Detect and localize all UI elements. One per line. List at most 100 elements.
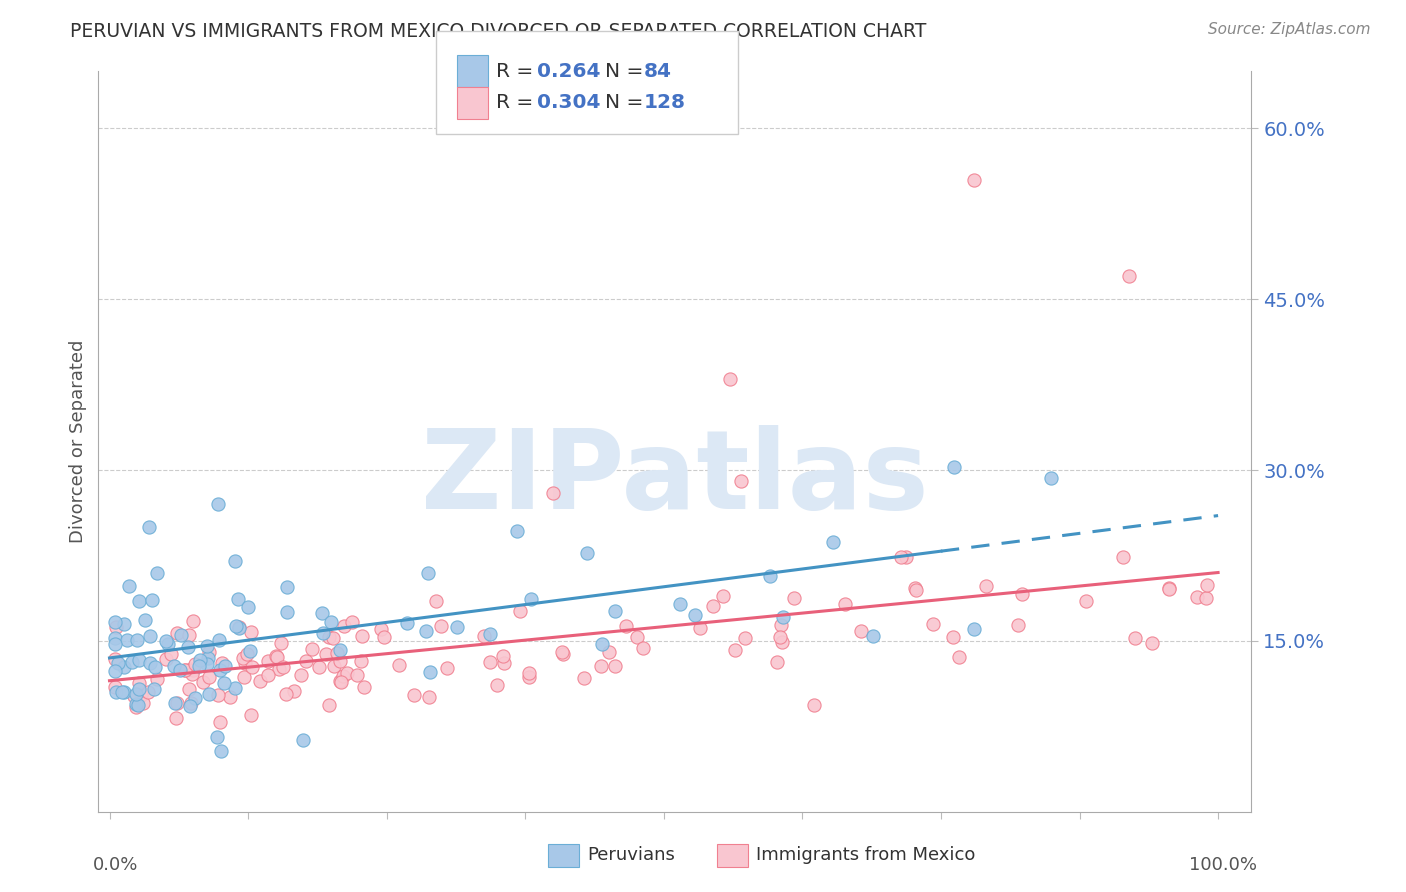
Point	[896, 550, 918, 565]
Point	[889, 550, 911, 565]
Point	[541, 485, 564, 500]
Point	[332, 669, 354, 683]
Text: 128: 128	[644, 93, 686, 112]
Point	[276, 580, 298, 594]
Point	[963, 172, 986, 186]
Point	[226, 592, 249, 607]
Point	[228, 620, 250, 634]
Point	[166, 696, 188, 710]
Point	[146, 672, 169, 686]
Point	[270, 636, 292, 650]
Point	[834, 597, 856, 611]
Point	[104, 615, 127, 629]
Point	[128, 676, 150, 690]
Point	[759, 568, 782, 582]
Point	[614, 619, 637, 633]
Point	[492, 656, 515, 670]
Point	[1040, 471, 1063, 485]
Point	[208, 715, 231, 730]
Point	[1118, 269, 1140, 284]
Point	[301, 641, 323, 656]
Point	[132, 696, 155, 710]
Point	[734, 631, 756, 645]
Point	[236, 647, 259, 661]
Point	[197, 687, 219, 701]
Point	[257, 654, 280, 668]
Point	[105, 620, 128, 634]
Point	[143, 682, 166, 697]
Point	[179, 698, 201, 713]
Point	[198, 670, 221, 684]
Point	[1195, 578, 1218, 592]
Point	[127, 698, 149, 713]
Point	[207, 688, 229, 702]
Text: 0.0%: 0.0%	[93, 856, 138, 874]
Point	[821, 534, 844, 549]
Point	[446, 620, 468, 634]
Point	[128, 652, 150, 666]
Point	[274, 687, 297, 701]
Point	[1111, 550, 1133, 565]
Point	[112, 617, 135, 632]
Point	[329, 674, 352, 689]
Point	[129, 688, 152, 702]
Point	[184, 691, 207, 706]
Point	[124, 689, 146, 703]
Point	[1007, 618, 1029, 632]
Point	[181, 666, 204, 681]
Point	[136, 684, 159, 698]
Point	[198, 645, 221, 659]
Point	[104, 665, 127, 679]
Point	[276, 605, 298, 619]
Point	[718, 372, 741, 386]
Point	[683, 608, 706, 623]
Point	[104, 680, 127, 694]
Point	[724, 642, 747, 657]
Text: Source: ZipAtlas.com: Source: ZipAtlas.com	[1208, 22, 1371, 37]
Point	[266, 649, 288, 664]
Point	[943, 460, 966, 475]
Point	[104, 685, 127, 699]
Point	[395, 616, 418, 631]
Point	[269, 663, 291, 677]
Point	[492, 648, 515, 663]
Point	[239, 707, 262, 722]
Point	[155, 633, 177, 648]
Point	[139, 656, 162, 670]
Point	[166, 626, 188, 640]
Text: ZIPatlas: ZIPatlas	[420, 425, 929, 532]
Point	[517, 670, 540, 684]
Point	[205, 730, 228, 744]
Point	[373, 630, 395, 644]
Point	[138, 520, 160, 534]
Point	[165, 696, 187, 710]
Point	[711, 589, 734, 603]
Point	[195, 657, 218, 671]
Point	[905, 582, 928, 597]
Point	[1011, 587, 1033, 601]
Point	[1123, 632, 1146, 646]
Point	[319, 615, 342, 630]
Point	[333, 619, 356, 633]
Point	[350, 655, 373, 669]
Point	[125, 697, 148, 711]
Point	[963, 622, 986, 636]
Point	[181, 663, 204, 677]
Point	[519, 591, 541, 606]
Point	[112, 660, 135, 674]
Point	[702, 599, 724, 613]
Point	[134, 613, 156, 627]
Text: R =: R =	[496, 62, 540, 81]
Point	[225, 619, 247, 633]
Point	[188, 659, 211, 673]
Point	[318, 698, 340, 713]
Point	[418, 690, 440, 705]
Text: PERUVIAN VS IMMIGRANTS FROM MEXICO DIVORCED OR SEPARATED CORRELATION CHART: PERUVIAN VS IMMIGRANTS FROM MEXICO DIVOR…	[70, 22, 927, 41]
Point	[948, 649, 970, 664]
Point	[141, 592, 163, 607]
Point	[329, 654, 352, 668]
Point	[121, 655, 143, 669]
Point	[1185, 590, 1208, 604]
Point	[117, 633, 139, 648]
Point	[318, 630, 340, 644]
